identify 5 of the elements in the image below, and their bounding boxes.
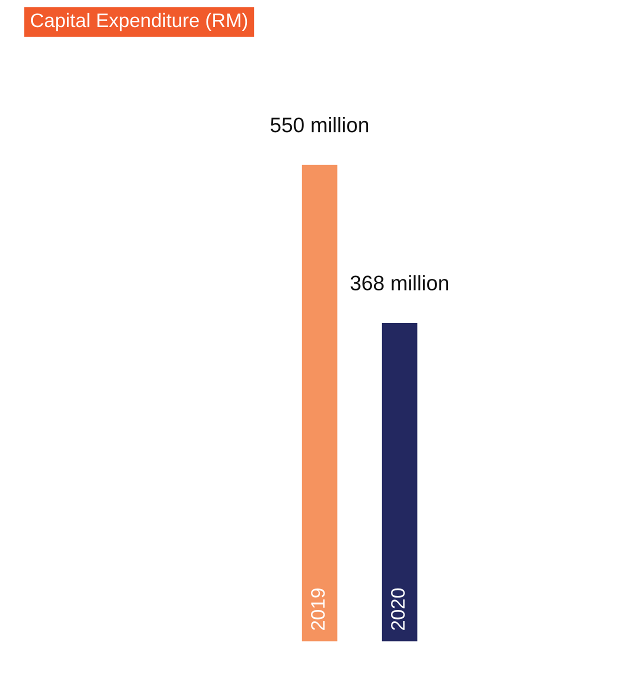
- data-label: 550 million: [270, 117, 368, 132]
- chart-title: Capital Expenditure (RM): [30, 12, 248, 32]
- data-label: 368 million: [350, 275, 448, 290]
- x-tick-label: 2019: [311, 588, 325, 630]
- x-tick-label: 2020: [391, 588, 405, 630]
